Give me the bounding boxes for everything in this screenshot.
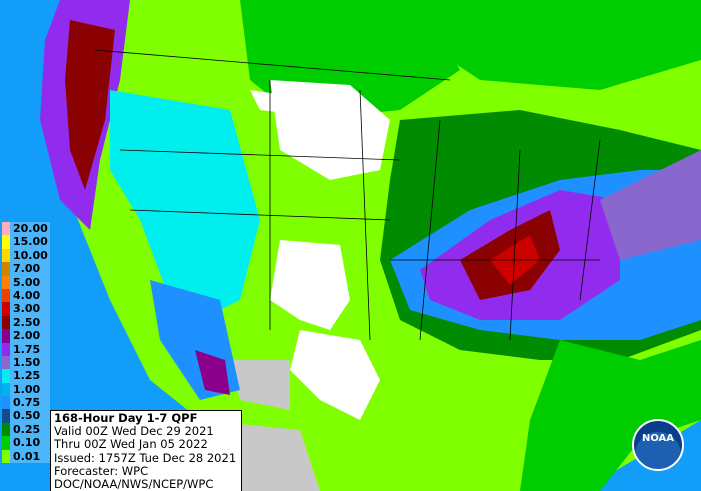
dry-area-southern-plains bbox=[270, 240, 350, 330]
precip-cyan-mountains bbox=[110, 90, 260, 320]
info-line: Issued: 1757Z Tue Dec 28 2021 bbox=[54, 450, 237, 465]
precip-max-west-coast bbox=[65, 20, 115, 190]
precip-purple-arizona bbox=[195, 350, 230, 395]
legend-item: 1.25 bbox=[2, 369, 50, 383]
state-borders bbox=[94, 49, 601, 341]
legend-item: 7.00 bbox=[2, 262, 50, 276]
legend-label: 1.50 bbox=[10, 355, 50, 370]
border-lines bbox=[94, 49, 601, 341]
legend-item: 1.50 bbox=[2, 355, 50, 370]
legend: 20.00 15.00 10.00 7.00 5.00 4.00 3.00 2.50 2.00 1… bbox=[2, 222, 50, 464]
legend-swatch bbox=[2, 248, 10, 263]
legend-swatch bbox=[2, 436, 10, 450]
info-box: 168-Hour Day 1-7 QPF Valid 00Z Wed Dec 2… bbox=[50, 410, 242, 491]
legend-label: 0.01 bbox=[10, 449, 50, 464]
legend-swatch bbox=[2, 315, 10, 330]
legend-swatch bbox=[2, 262, 10, 276]
info-line: DOC/NOAA/NWS/NCEP/WPC bbox=[54, 477, 214, 491]
legend-swatch bbox=[2, 302, 10, 316]
legend-swatch bbox=[2, 329, 10, 343]
legend-item: 0.01 bbox=[2, 449, 50, 464]
legend-label: 2.00 bbox=[10, 329, 50, 343]
legend-label: 10.00 bbox=[10, 248, 50, 263]
noaa-logo: NOAA bbox=[632, 419, 684, 471]
legend-swatch bbox=[2, 222, 10, 236]
legend-item: 5.00 bbox=[2, 275, 50, 289]
legend-swatch bbox=[2, 342, 10, 356]
legend-item: 3.00 bbox=[2, 302, 50, 316]
info-line: Valid 00Z Wed Dec 29 2021 bbox=[54, 424, 214, 439]
legend-item: 0.10 bbox=[2, 436, 50, 450]
legend-swatch bbox=[2, 422, 10, 437]
legend-label: 0.10 bbox=[10, 436, 50, 450]
legend-label: 7.00 bbox=[10, 262, 50, 276]
legend-swatch bbox=[2, 275, 10, 289]
legend-swatch bbox=[2, 382, 10, 397]
legend-item: 2.50 bbox=[2, 315, 50, 330]
legend-label: 1.25 bbox=[10, 369, 50, 383]
legend-swatch bbox=[2, 288, 10, 303]
precip-green-gulf bbox=[520, 340, 701, 491]
legend-swatch bbox=[2, 369, 10, 383]
legend-item: 1.75 bbox=[2, 342, 50, 356]
legend-swatch bbox=[2, 396, 10, 410]
dry-area-montana bbox=[250, 90, 320, 115]
legend-label: 2.50 bbox=[10, 315, 50, 330]
precip-purple-atlantic bbox=[600, 150, 701, 260]
legend-item: 4.00 bbox=[2, 288, 50, 303]
legend-item: 10.00 bbox=[2, 248, 50, 263]
legend-label: 5.00 bbox=[10, 275, 50, 289]
legend-label: 1.00 bbox=[10, 382, 50, 397]
legend-swatch bbox=[2, 355, 10, 370]
legend-item: 2.00 bbox=[2, 329, 50, 343]
info-line: Thru 00Z Wed Jan 05 2022 bbox=[54, 437, 208, 452]
info-line: Forecaster: WPC bbox=[54, 463, 149, 478]
legend-swatch bbox=[2, 449, 10, 464]
legend-item: 0.25 bbox=[2, 422, 50, 437]
legend-swatch bbox=[2, 409, 10, 423]
legend-label: 0.50 bbox=[10, 409, 50, 423]
legend-label: 20.00 bbox=[10, 222, 50, 236]
logo-text: NOAA bbox=[641, 433, 675, 444]
dry-area-texas bbox=[290, 330, 380, 420]
legend-item: 0.50 bbox=[2, 409, 50, 423]
legend-item: 20.00 bbox=[2, 222, 50, 236]
mexico-gray bbox=[230, 360, 290, 410]
legend-label: 1.75 bbox=[10, 342, 50, 356]
legend-label: 0.75 bbox=[10, 396, 50, 410]
legend-label: 15.00 bbox=[10, 235, 50, 249]
legend-label: 4.00 bbox=[10, 288, 50, 303]
legend-label: 0.25 bbox=[10, 422, 50, 437]
precip-green-canada bbox=[380, 0, 701, 90]
info-title: 168-Hour Day 1-7 QPF bbox=[54, 411, 198, 425]
legend-swatch bbox=[2, 235, 10, 249]
legend-label: 3.00 bbox=[10, 302, 50, 316]
legend-item: 1.00 bbox=[2, 382, 50, 397]
legend-item: 0.75 bbox=[2, 396, 50, 410]
legend-item: 15.00 bbox=[2, 235, 50, 249]
